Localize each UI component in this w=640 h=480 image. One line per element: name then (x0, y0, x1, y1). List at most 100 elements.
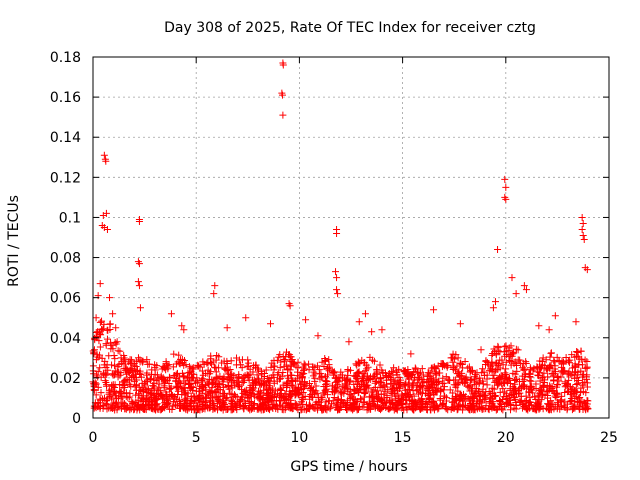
roti-point (185, 381, 193, 389)
roti-point (399, 403, 407, 411)
roti-point (211, 404, 219, 412)
roti-point (298, 380, 306, 388)
roti-outlier-point (545, 326, 553, 334)
roti-point (511, 377, 519, 385)
roti-point (351, 372, 359, 380)
roti-point (583, 357, 591, 365)
roti-point (207, 352, 215, 360)
roti-point (362, 367, 370, 375)
roti-point (474, 387, 482, 395)
roti-point (102, 340, 110, 348)
roti-point (538, 358, 546, 366)
roti-point (506, 396, 514, 404)
roti-point (522, 360, 530, 368)
roti-point (155, 406, 163, 414)
roti-outlier-point (580, 236, 588, 244)
roti-point (249, 404, 257, 412)
roti-point (446, 386, 454, 394)
roti-point (284, 366, 292, 374)
roti-point (311, 370, 319, 378)
roti-point (485, 367, 493, 375)
roti-point (450, 376, 458, 384)
roti-outlier-point (278, 91, 286, 99)
roti-point (222, 364, 230, 372)
roti-point (403, 406, 411, 414)
roti-point (567, 398, 575, 406)
roti-point (105, 404, 113, 412)
roti-point (371, 402, 379, 410)
roti-point (194, 402, 202, 410)
roti-point (144, 360, 152, 368)
roti-outlier-point (100, 151, 108, 159)
roti-point (468, 405, 476, 413)
roti-point (545, 401, 553, 408)
roti-point (124, 394, 132, 402)
roti-point (173, 383, 181, 391)
axis-ticks (92, 56, 610, 419)
roti-point (548, 387, 556, 395)
roti-point (458, 369, 466, 377)
roti-point (220, 373, 228, 381)
roti-point (108, 361, 116, 369)
roti-point (506, 386, 514, 394)
roti-point (280, 395, 288, 403)
roti-point (496, 374, 504, 382)
roti-point (318, 372, 326, 380)
roti-point (300, 405, 308, 413)
roti-point (206, 358, 214, 366)
roti-point (483, 381, 491, 389)
roti-point (442, 404, 450, 412)
roti-point (464, 364, 472, 372)
roti-point (332, 401, 340, 409)
roti-point (368, 356, 376, 364)
roti-point (539, 383, 547, 391)
roti-point (258, 370, 266, 378)
roti-point (313, 389, 321, 397)
roti-point (239, 389, 247, 397)
roti-point (321, 356, 329, 364)
roti-point (287, 353, 295, 361)
roti-point (132, 386, 140, 394)
roti-point (527, 377, 535, 385)
roti-point (103, 382, 111, 390)
roti-point (547, 402, 555, 410)
roti-point (499, 385, 507, 393)
roti-point (487, 390, 495, 398)
roti-point (483, 375, 491, 383)
roti-point (449, 350, 457, 358)
roti-point (525, 370, 533, 378)
roti-point (571, 374, 579, 382)
roti-point (521, 372, 529, 380)
roti-point (505, 353, 513, 361)
roti-point (388, 387, 396, 395)
roti-point (542, 356, 550, 364)
roti-point (202, 393, 210, 401)
roti-point (121, 360, 129, 368)
roti-point (208, 384, 216, 392)
roti-point (330, 393, 338, 401)
roti-point (405, 375, 413, 383)
roti-point (260, 386, 268, 394)
roti-point (346, 386, 354, 394)
roti-point (204, 404, 212, 412)
roti-point (151, 393, 159, 401)
roti-point (144, 389, 152, 397)
roti-point (576, 355, 584, 363)
x-axis-label: GPS time / hours (290, 459, 407, 475)
roti-point (269, 385, 277, 393)
roti-point (428, 377, 436, 385)
roti-point (135, 403, 143, 411)
roti-outlier-point (109, 310, 117, 318)
roti-point (442, 373, 450, 381)
roti-point (118, 359, 126, 367)
y-tick-labels: 0 0.02 0.04 0.06 0.08 0.1 0.12 0.14 0.16 0.18 (50, 50, 81, 427)
roti-point (96, 404, 104, 412)
roti-point (510, 358, 518, 366)
roti-point (329, 397, 337, 405)
roti-point (96, 318, 104, 326)
roti-point (573, 398, 581, 406)
roti-point (311, 377, 319, 385)
roti-outlier-point (489, 304, 497, 312)
y-tick-label: 0.16 (50, 90, 81, 106)
roti-point (376, 405, 384, 413)
